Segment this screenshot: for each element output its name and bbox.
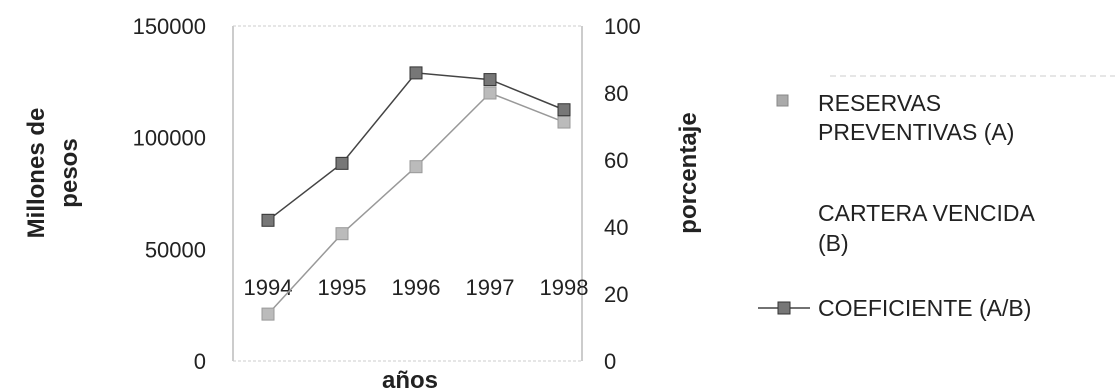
y2-tick-label: 80 xyxy=(604,81,628,106)
legend-marker-coeficiente xyxy=(777,301,791,315)
y2-tick-label: 20 xyxy=(604,282,628,307)
x-axis-ticks: 1994 1995 1996 1997 1998 xyxy=(244,275,589,300)
data-point xyxy=(335,156,349,170)
legend-label-reservas-line-1: RESERVAS xyxy=(818,90,941,116)
right-axis-ticks: 0 20 40 60 80 100 xyxy=(604,14,641,374)
legend-label-cartera-line-1: CARTERA VENCIDA xyxy=(818,200,1036,226)
series-line xyxy=(267,72,565,221)
y-tick-label: 0 xyxy=(194,349,206,374)
left-axis-ticks: 0 50000 100000 150000 xyxy=(133,14,206,374)
plot-area xyxy=(232,25,583,362)
y-axis-label-line-1: Millones de xyxy=(23,108,50,239)
x-tick-label: 1995 xyxy=(318,275,367,300)
data-point xyxy=(483,73,497,87)
legend-item-cartera: CARTERA VENCIDA (B) xyxy=(818,200,1036,256)
y2-tick-label: 60 xyxy=(604,148,628,173)
legend-label-reservas-line-2: PREVENTIVAS (A) xyxy=(818,119,1014,145)
y-tick-label: 100000 xyxy=(133,126,206,151)
y2-tick-label: 0 xyxy=(604,349,616,374)
data-point xyxy=(409,160,423,174)
x-tick-label: 1997 xyxy=(466,275,515,300)
legend-item-reservas: RESERVAS PREVENTIVAS (A) xyxy=(776,90,1014,145)
x-tick-label: 1998 xyxy=(540,275,589,300)
y2-axis-label: porcentaje xyxy=(675,112,702,233)
data-point xyxy=(483,86,497,100)
series-2 xyxy=(261,66,571,227)
data-point xyxy=(557,103,571,117)
x-axis-label: años xyxy=(382,367,438,391)
y-axis-label-line-2: pesos xyxy=(56,138,83,207)
legend: RESERVAS PREVENTIVAS (A) CARTERA VENCIDA… xyxy=(758,75,1115,321)
data-point xyxy=(409,66,423,80)
y2-tick-label: 40 xyxy=(604,215,628,240)
series-0 xyxy=(261,86,571,321)
legend-marker-reservas xyxy=(776,94,789,107)
data-point xyxy=(261,213,275,227)
legend-label-cartera-line-2: (B) xyxy=(818,230,849,256)
data-point xyxy=(557,115,571,129)
legend-label-coeficiente: COEFICIENTE (A/B) xyxy=(818,295,1031,321)
series-layer xyxy=(261,66,571,321)
x-tick-label: 1996 xyxy=(392,275,441,300)
y2-tick-label: 100 xyxy=(604,14,641,39)
y-tick-label: 50000 xyxy=(145,237,206,262)
data-point xyxy=(261,307,275,321)
y-tick-label: 150000 xyxy=(133,14,206,39)
data-point xyxy=(335,227,349,241)
legend-item-coeficiente: COEFICIENTE (A/B) xyxy=(758,295,1031,321)
